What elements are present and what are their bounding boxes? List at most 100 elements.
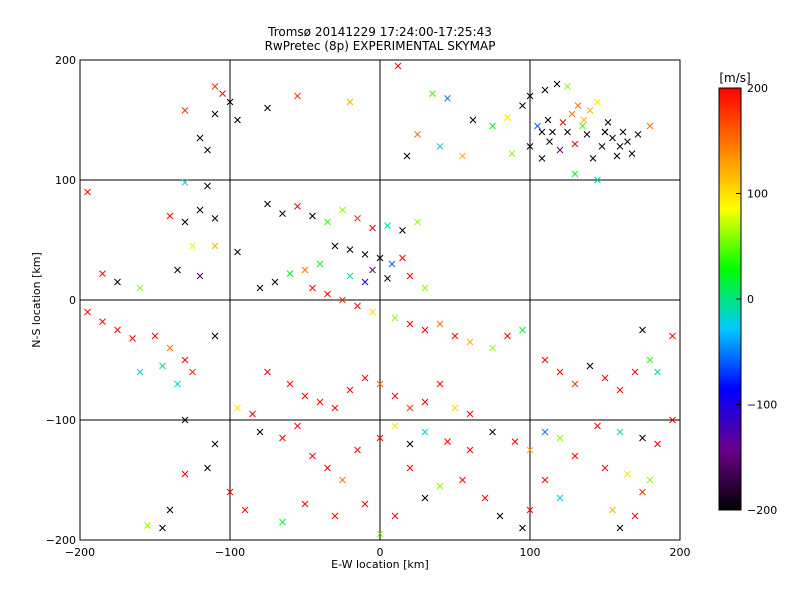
data-point-cross (369, 224, 376, 232)
data-point-cross (504, 114, 511, 121)
data-point-cross (346, 246, 354, 253)
data-point-cross (114, 326, 121, 334)
data-point-cross (391, 392, 399, 400)
data-point-cross (538, 155, 546, 162)
data-point-cross (469, 116, 477, 124)
data-point-cross (481, 494, 489, 502)
data-point-cross (616, 524, 624, 532)
data-point-cross (324, 218, 331, 226)
data-point-cross (294, 422, 301, 430)
data-point-cross (601, 374, 609, 382)
data-point-cross (553, 80, 561, 88)
data-point-cross (279, 210, 286, 217)
data-point-cross (580, 116, 588, 124)
data-point-cross (384, 222, 391, 229)
data-point-cross (234, 116, 241, 124)
data-point-cross (594, 176, 601, 184)
data-point-cross (538, 128, 546, 136)
data-point-cross (354, 446, 361, 454)
data-point-cross (444, 95, 451, 102)
data-point-cross (181, 356, 189, 364)
data-point-cross (646, 122, 654, 130)
data-point-cross (316, 260, 324, 268)
data-point-cross (376, 380, 384, 388)
grid-lines (80, 60, 680, 540)
data-point-cross (376, 434, 384, 442)
data-point-cross (519, 524, 526, 532)
data-point-cross (589, 155, 597, 162)
data-point-cross (174, 266, 181, 274)
data-point-cross (114, 278, 121, 286)
data-point-cross (309, 212, 316, 220)
data-point-cross (324, 290, 331, 298)
x-tick-label: 100 (520, 546, 541, 559)
data-point-cross (414, 131, 421, 138)
data-point-cross (339, 296, 346, 304)
data-point-cross (619, 128, 627, 136)
data-point-cross (331, 512, 339, 520)
data-point-cross (616, 386, 624, 394)
data-point-cross (541, 86, 549, 94)
data-point-cross (339, 206, 346, 214)
y-tick-label: 0 (69, 294, 76, 307)
data-point-cross (219, 90, 226, 97)
data-point-cross (346, 98, 354, 106)
data-point-cross (586, 107, 594, 114)
data-point-cross (631, 512, 639, 520)
data-point-cross (361, 374, 369, 382)
data-point-cross (211, 110, 219, 118)
data-point-cross (256, 428, 264, 436)
data-point-cross (339, 476, 346, 484)
data-point-cross (294, 92, 301, 100)
data-point-cross (544, 116, 552, 124)
data-point-cross (204, 182, 211, 190)
data-point-cross (388, 260, 396, 268)
data-point-cross (234, 248, 241, 256)
data-point-cross (354, 215, 361, 222)
data-point-cross (669, 416, 676, 424)
data-point-cross (211, 332, 219, 340)
data-point-cross (181, 470, 189, 478)
data-point-cross (309, 452, 316, 460)
data-point-cross (421, 326, 429, 334)
data-point-cross (546, 138, 553, 145)
data-point-cross (436, 143, 444, 150)
data-point-cross (129, 335, 136, 342)
y-tick-label: −100 (46, 414, 76, 427)
data-point-cross (181, 179, 189, 186)
data-point-cross (406, 272, 414, 280)
data-point-cross (144, 522, 151, 529)
y-axis: −200 −100 0 100 200 (46, 54, 680, 547)
colorbar-tick-label: −100 (747, 399, 777, 412)
data-point-cross (196, 272, 204, 280)
data-point-cross (646, 476, 654, 484)
data-point-cross (99, 318, 106, 325)
data-point-cross (556, 434, 564, 442)
data-point-cross (421, 494, 429, 502)
data-point-cross (234, 404, 241, 412)
data-point-cross (526, 92, 534, 100)
x-tick-label: −200 (65, 546, 95, 559)
data-point-cross (301, 392, 309, 400)
data-point-cross (403, 152, 411, 160)
data-point-cross (174, 380, 181, 388)
data-point-cross (406, 320, 414, 328)
data-point-cross (361, 500, 369, 508)
data-point-cross (391, 314, 399, 322)
data-point-cross (646, 356, 654, 364)
data-point-cross (579, 122, 586, 130)
data-point-cross (519, 102, 526, 109)
x-tick-label: −100 (215, 546, 245, 559)
data-point-cross (414, 218, 421, 226)
data-point-cross (196, 206, 204, 214)
x-axis-label: E-W location [km] (331, 558, 429, 571)
data-point-cross (391, 422, 399, 430)
data-point-cross (594, 422, 601, 430)
data-point-cross (451, 332, 459, 340)
data-point-cross (639, 326, 646, 334)
data-point-cross (286, 380, 294, 388)
data-point-cross (609, 134, 616, 142)
data-point-cross (556, 494, 564, 502)
data-point-cross (181, 416, 189, 424)
data-point-cross (406, 464, 414, 472)
